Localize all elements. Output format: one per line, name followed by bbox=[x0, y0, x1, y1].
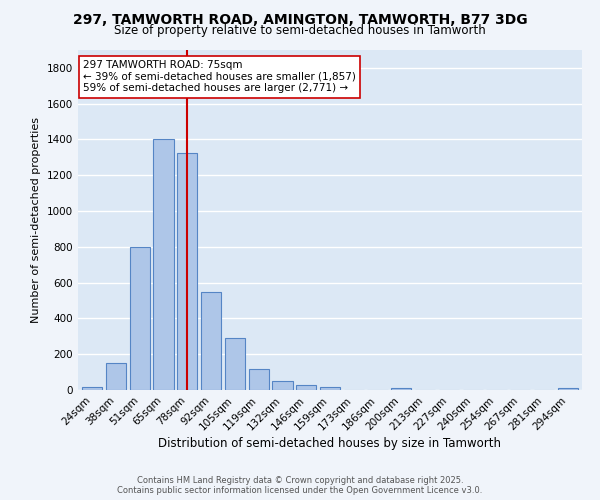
Bar bbox=[391, 388, 412, 390]
Bar bbox=[106, 363, 126, 390]
Text: 297, TAMWORTH ROAD, AMINGTON, TAMWORTH, B77 3DG: 297, TAMWORTH ROAD, AMINGTON, TAMWORTH, … bbox=[73, 12, 527, 26]
Bar bbox=[154, 140, 173, 390]
Y-axis label: Number of semi-detached properties: Number of semi-detached properties bbox=[31, 117, 41, 323]
Bar bbox=[272, 381, 293, 390]
Bar bbox=[82, 388, 103, 390]
Bar bbox=[130, 247, 150, 390]
Text: Size of property relative to semi-detached houses in Tamworth: Size of property relative to semi-detach… bbox=[114, 24, 486, 37]
Bar bbox=[248, 368, 269, 390]
Bar bbox=[201, 292, 221, 390]
Bar bbox=[320, 388, 340, 390]
Bar bbox=[296, 384, 316, 390]
Bar bbox=[557, 388, 578, 390]
Bar bbox=[177, 153, 197, 390]
Bar bbox=[225, 338, 245, 390]
Text: 297 TAMWORTH ROAD: 75sqm
← 39% of semi-detached houses are smaller (1,857)
59% o: 297 TAMWORTH ROAD: 75sqm ← 39% of semi-d… bbox=[83, 60, 356, 94]
X-axis label: Distribution of semi-detached houses by size in Tamworth: Distribution of semi-detached houses by … bbox=[158, 438, 502, 450]
Text: Contains HM Land Registry data © Crown copyright and database right 2025.
Contai: Contains HM Land Registry data © Crown c… bbox=[118, 476, 482, 495]
